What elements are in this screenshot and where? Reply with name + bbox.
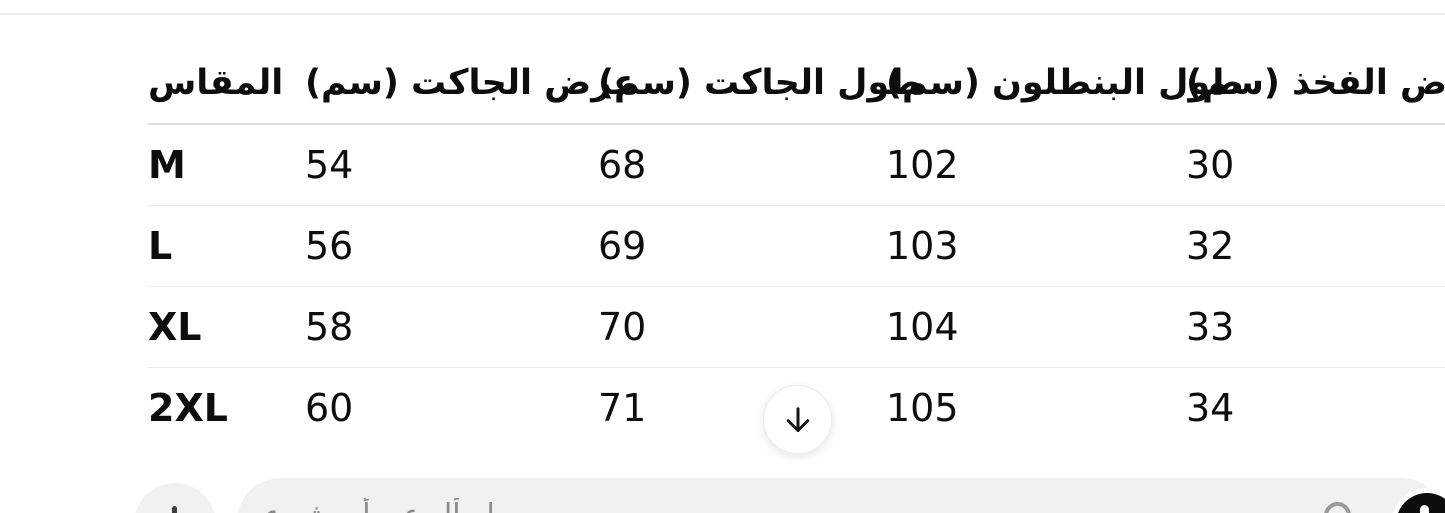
size-cell: L <box>148 205 305 287</box>
message-input[interactable] <box>265 498 1295 513</box>
column-header-size: المقاس <box>148 42 305 125</box>
arrow-down-icon <box>786 406 809 432</box>
table-cell: 58 <box>305 286 598 368</box>
mic-icon[interactable] <box>1324 502 1351 513</box>
table-cell: 103 <box>886 205 1186 287</box>
scroll-to-bottom-button[interactable] <box>763 385 832 454</box>
column-header-jacket-width: عرض الجاكت (سم) <box>305 42 637 125</box>
table-cell: 30 <box>1186 124 1445 206</box>
attach-button[interactable] <box>134 483 216 513</box>
table-cell: 60 <box>305 385 354 430</box>
column-header-thigh-width: عرض الفخذ (سم) <box>1186 42 1445 125</box>
table-cell: 68 <box>598 124 886 206</box>
table-cell: 32 <box>1186 205 1445 287</box>
voice-mode-button[interactable] <box>1396 493 1445 513</box>
size-chart-table: المقاس عرض الجاكت (سم) طول الجاكت (سم) ط… <box>148 42 1445 448</box>
table-cell: 34 <box>1186 385 1235 430</box>
size-cell: 2XL <box>148 385 228 430</box>
size-cell: XL <box>148 286 305 368</box>
size-cell: M <box>148 124 305 206</box>
table-row: XL 58 70 104 33 <box>148 286 1445 368</box>
table-cell: 69 <box>598 205 886 287</box>
table-row: L 56 69 103 32 <box>148 205 1445 287</box>
table-cell: 54 <box>305 124 598 206</box>
table-row: M 54 68 102 30 <box>148 124 1445 206</box>
table-cell: 70 <box>598 286 886 368</box>
table-cell: 71 <box>598 385 647 430</box>
top-divider <box>0 13 1445 15</box>
voice-waveform-icon <box>1420 505 1429 513</box>
table-cell: 56 <box>305 205 598 287</box>
table-cell: 105 <box>886 385 959 430</box>
table-cell: 33 <box>1186 286 1445 368</box>
column-header-jacket-length: طول الجاكت (سم) <box>598 42 922 125</box>
table-header-row: المقاس عرض الجاكت (سم) طول الجاكت (سم) ط… <box>148 42 1445 125</box>
plus-icon <box>172 506 177 513</box>
composer-input-pill[interactable] <box>237 478 1445 513</box>
table-row: 2XL 60 71 105 34 <box>148 367 1445 448</box>
table-cell: 102 <box>886 124 1186 206</box>
table-cell: 104 <box>886 286 1186 368</box>
column-header-pants-length: طول البنطلون (سم) <box>886 42 1243 125</box>
